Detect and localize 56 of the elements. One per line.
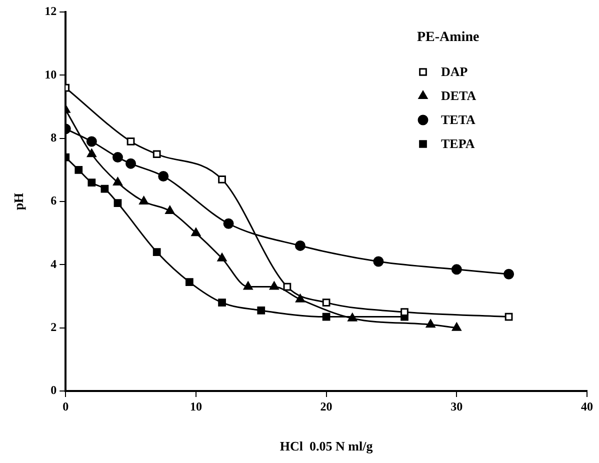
x-axis-title: HCl 0.05 N ml/g	[280, 438, 374, 454]
point	[126, 138, 135, 146]
point	[139, 196, 148, 204]
x-tick-label: 0	[62, 399, 69, 414]
point	[217, 253, 227, 262]
y-tick-label: 4	[50, 256, 57, 271]
x-tick-label: 20	[320, 399, 332, 414]
y-tick-label: 2	[50, 320, 57, 334]
point	[270, 282, 279, 290]
legend-label: TEPA	[441, 136, 475, 152]
point	[426, 319, 436, 328]
point	[186, 278, 194, 286]
point	[373, 256, 384, 267]
point	[400, 308, 408, 316]
point	[158, 170, 169, 182]
point	[451, 264, 462, 275]
point	[243, 282, 253, 290]
point	[100, 184, 109, 193]
point	[126, 158, 136, 169]
point	[283, 282, 292, 291]
y-tick-label: 10	[44, 67, 57, 82]
point	[112, 152, 123, 163]
point	[86, 136, 97, 147]
point	[114, 199, 122, 208]
point	[88, 178, 96, 186]
x-tick-label: 30	[450, 399, 463, 414]
point	[74, 166, 83, 174]
legend-label: DETA	[441, 88, 476, 104]
point	[504, 268, 514, 280]
legend-label: DAP	[441, 64, 468, 80]
y-tick-label: 6	[50, 194, 57, 208]
point	[165, 206, 175, 214]
point	[504, 312, 513, 321]
point	[348, 313, 358, 322]
x-tick-label: 10	[190, 399, 202, 414]
point	[322, 312, 330, 321]
point	[152, 248, 161, 256]
point	[452, 322, 462, 331]
point	[191, 228, 201, 236]
point	[152, 150, 161, 158]
y-tick-label: 8	[50, 130, 57, 144]
point	[322, 298, 330, 306]
point	[218, 175, 226, 184]
legend-label: TETA	[441, 112, 476, 128]
y-tick-label: 12	[44, 4, 57, 18]
legend-title: PE-Amine	[417, 30, 480, 46]
y-tick-label: 0	[50, 383, 57, 398]
point	[294, 240, 306, 251]
y-axis-title: pH	[11, 192, 26, 210]
point	[257, 306, 266, 314]
point	[223, 218, 234, 229]
point	[87, 148, 96, 158]
point	[218, 298, 226, 306]
point	[113, 177, 122, 186]
point	[296, 294, 305, 302]
x-tick-label: 40	[581, 399, 593, 414]
